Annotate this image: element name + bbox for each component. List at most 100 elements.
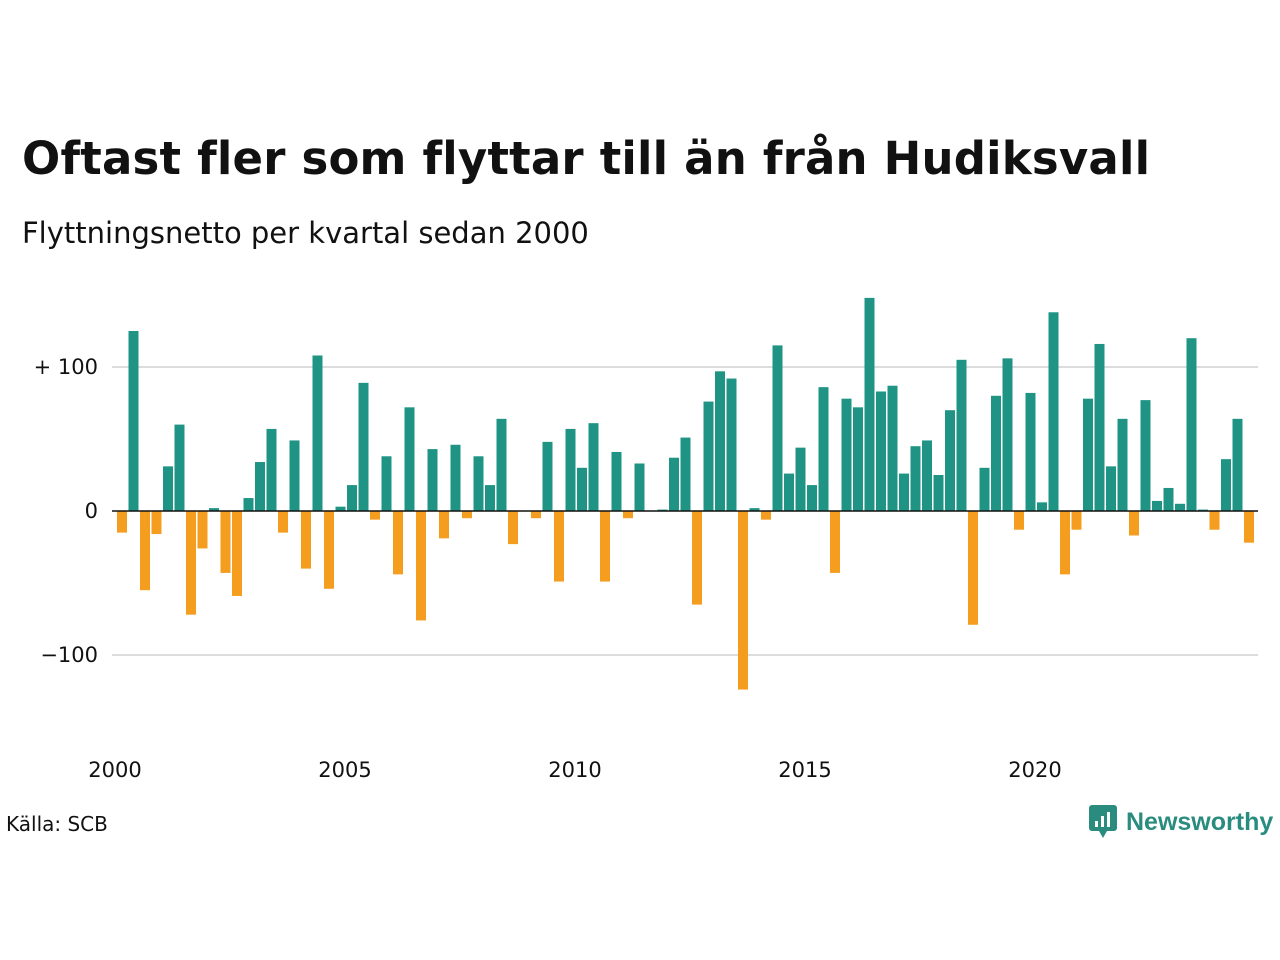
bar [1014, 511, 1024, 530]
y-tick-label: −100 [40, 643, 98, 667]
bar [1037, 502, 1047, 511]
bar [496, 418, 507, 511]
bar [611, 451, 622, 511]
x-tick-label: 2020 [1008, 758, 1061, 782]
bar [427, 449, 438, 511]
bar [174, 424, 185, 511]
x-tick-label: 2000 [88, 758, 141, 782]
bar [232, 511, 242, 596]
bar [634, 463, 645, 511]
bar [117, 511, 127, 533]
bar [669, 457, 679, 511]
bar [1152, 500, 1162, 511]
bar [1060, 511, 1070, 575]
bar [968, 511, 978, 625]
bar [301, 511, 311, 569]
bar [887, 385, 898, 511]
bar [1175, 503, 1185, 511]
bar [554, 511, 564, 582]
bar [462, 511, 472, 519]
bar [565, 428, 576, 511]
bar [324, 511, 334, 589]
bar [761, 511, 771, 520]
bar [473, 456, 484, 511]
bar [1002, 358, 1013, 511]
bar [335, 506, 346, 511]
y-tick-label: 0 [85, 499, 98, 523]
bar [979, 467, 990, 511]
bar [1083, 398, 1093, 511]
bar [795, 447, 806, 511]
bar [830, 511, 840, 573]
bar [220, 511, 231, 573]
bar [128, 331, 139, 511]
bar [1106, 466, 1116, 511]
bar [255, 462, 265, 511]
source-note: Källa: SCB [6, 812, 108, 836]
bar [209, 508, 219, 511]
bar [370, 511, 380, 520]
bar [910, 446, 921, 511]
bar [312, 355, 323, 511]
bar [289, 440, 300, 511]
bar [703, 401, 714, 511]
bar [1209, 511, 1220, 530]
bars [117, 297, 1254, 690]
bar [186, 511, 196, 615]
bar [1186, 338, 1197, 511]
bar [358, 382, 369, 511]
bar [864, 297, 875, 511]
axes: + 100 0 −100 2000 2005 2010 2015 2020 [34, 355, 1258, 782]
bar [623, 511, 633, 519]
x-tick-label: 2005 [318, 758, 371, 782]
bar [588, 423, 599, 511]
bar [347, 485, 357, 511]
bar [1244, 511, 1254, 543]
bar [1221, 459, 1231, 511]
bar [542, 441, 553, 511]
bar [1232, 418, 1243, 511]
bar [163, 466, 173, 511]
bar [692, 511, 702, 605]
bar [956, 359, 967, 511]
bar [439, 511, 449, 539]
bar [577, 467, 587, 511]
bar [818, 387, 829, 511]
newsworthy-logo-icon [1089, 805, 1117, 838]
bar [508, 511, 518, 545]
bar [715, 371, 725, 511]
bar [485, 485, 495, 511]
grid-lines [112, 366, 1258, 656]
bar [531, 511, 541, 519]
bar [278, 511, 288, 533]
brand-name: Newsworthy [1126, 807, 1274, 836]
bar [1094, 343, 1105, 511]
bar [1048, 312, 1059, 511]
bar [807, 485, 817, 511]
x-tick-label: 2010 [548, 758, 601, 782]
bar [738, 511, 748, 690]
chart-subtitle: Flyttningsnetto per kvartal sedan 2000 [22, 216, 589, 250]
bar [381, 456, 392, 511]
bar [404, 407, 415, 511]
chart-title: Oftast fler som flyttar till än från Hud… [22, 132, 1151, 185]
bar-chart: + 100 0 −100 2000 2005 2010 2015 2020 [34, 297, 1258, 782]
bar [772, 345, 783, 511]
bar [1129, 511, 1139, 536]
bar [600, 511, 610, 582]
y-tick-label: + 100 [34, 355, 98, 379]
bar [1117, 418, 1128, 511]
bar [945, 410, 955, 511]
bar [899, 473, 909, 511]
bar [933, 475, 944, 511]
bar [1071, 511, 1082, 530]
bar [1163, 487, 1174, 511]
bar [749, 508, 760, 511]
bar [853, 407, 863, 511]
bar [266, 428, 277, 511]
bar [726, 378, 737, 511]
bar [680, 437, 691, 511]
bar [1140, 400, 1151, 511]
x-tick-label: 2015 [778, 758, 831, 782]
bar [784, 473, 794, 511]
